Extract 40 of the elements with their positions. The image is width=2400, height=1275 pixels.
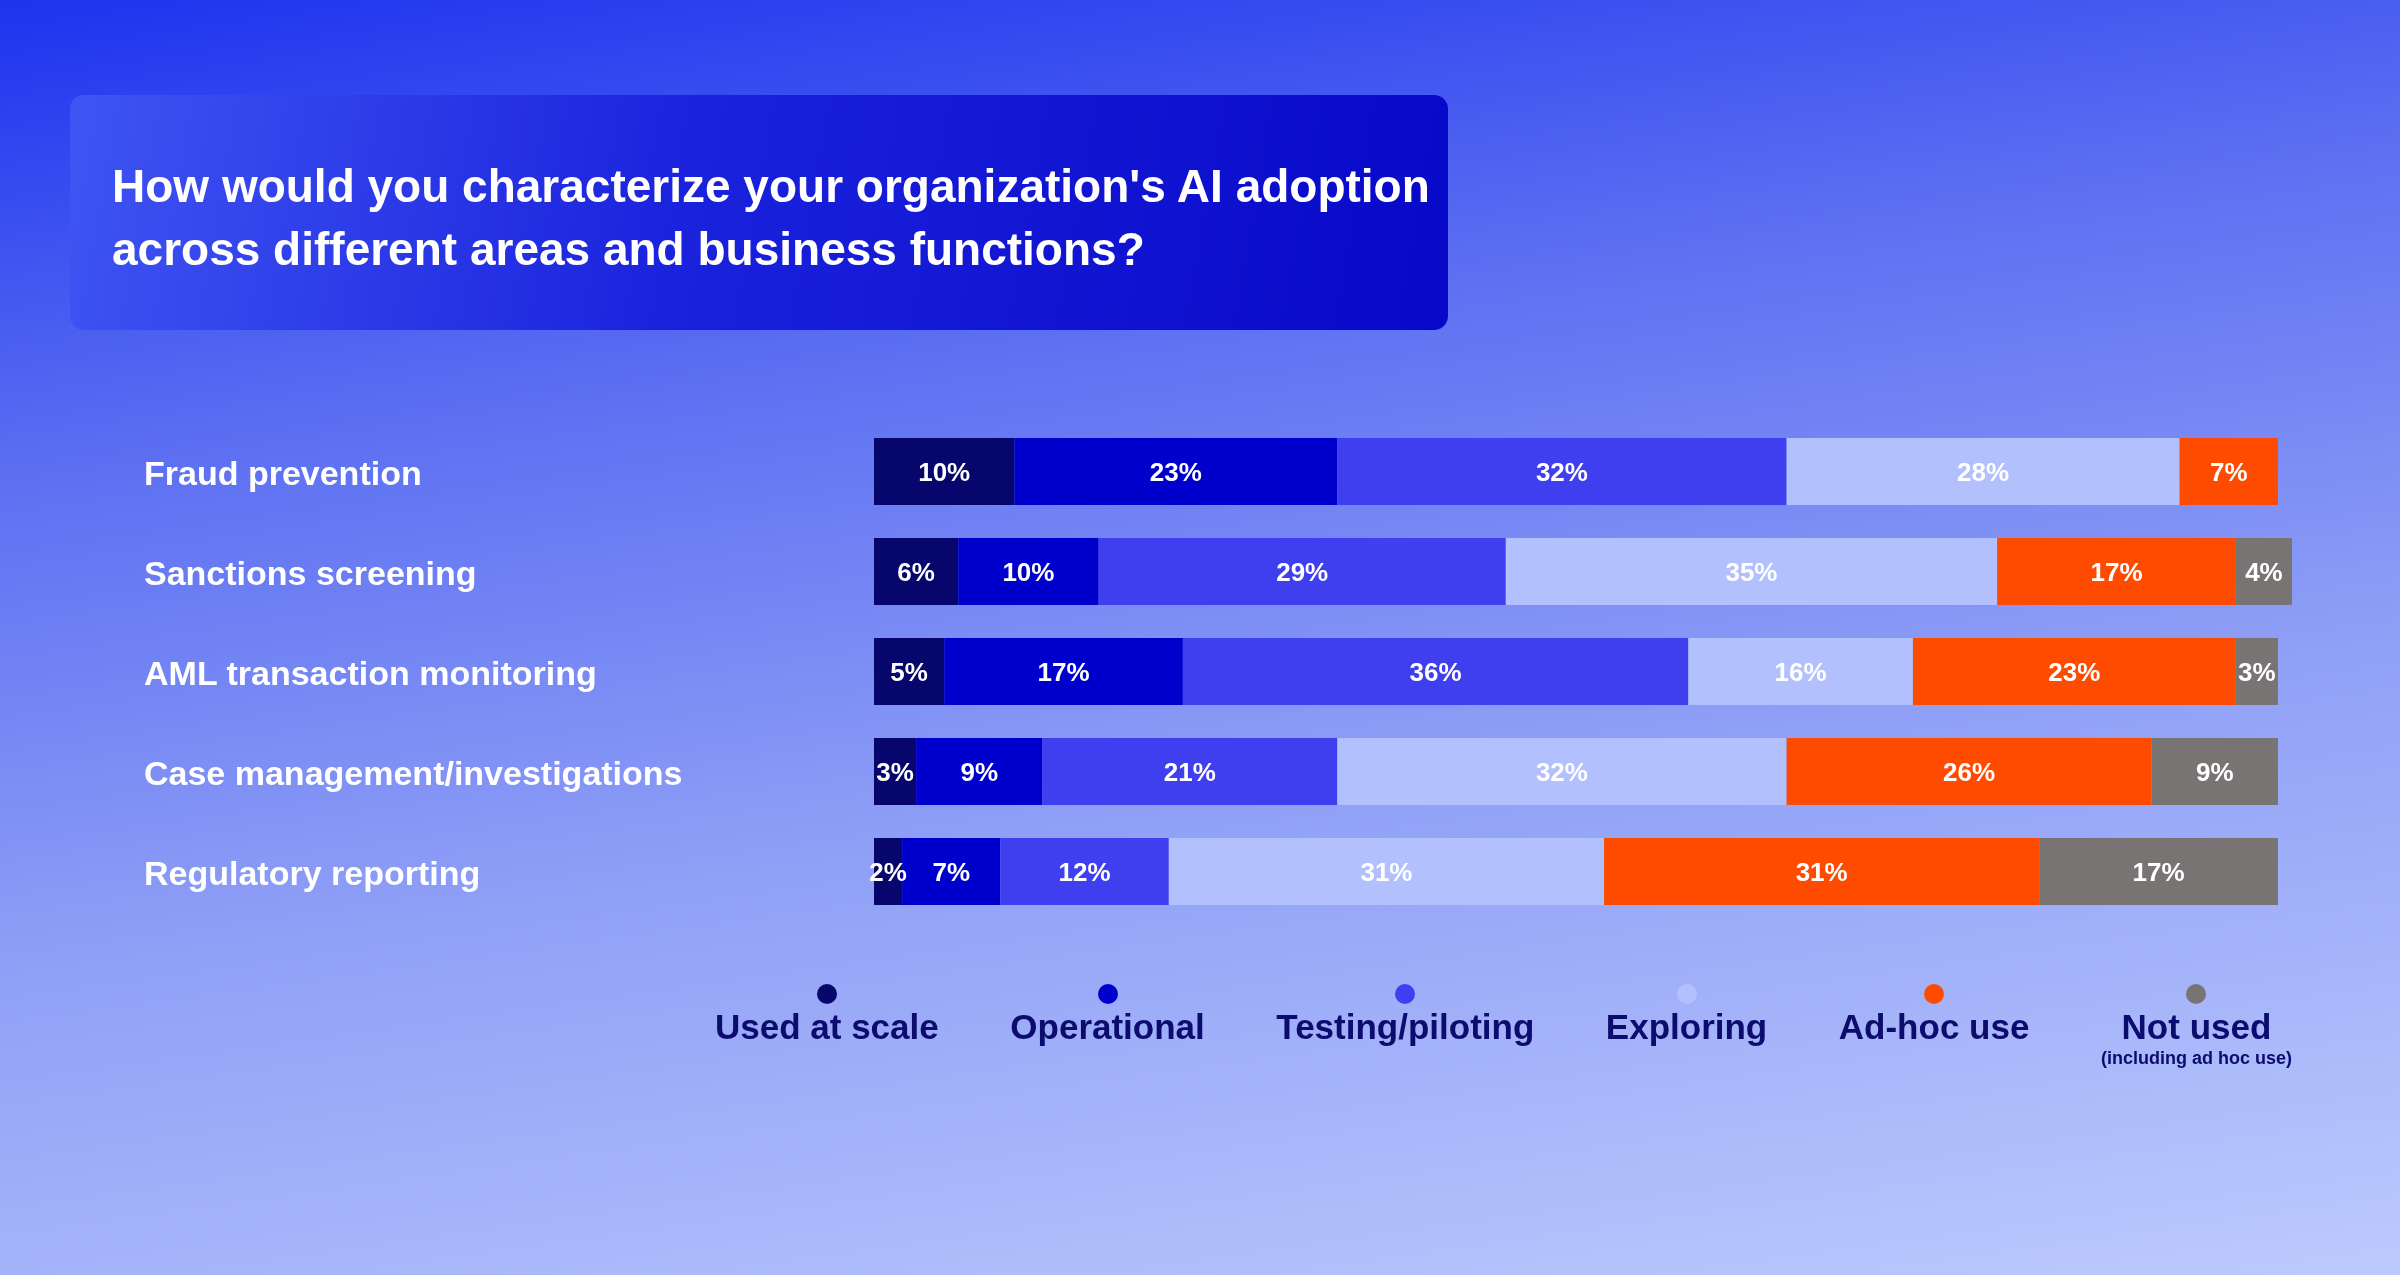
y-tick-label: Case management/investigations [144, 753, 683, 792]
data-label: 31% [1795, 856, 1848, 887]
data-label: 17% [1037, 656, 1090, 687]
data-label: 10% [1002, 556, 1055, 587]
legend-label: Testing/piloting [1276, 1007, 1535, 1047]
y-tick-label: AML transaction monitoring [144, 653, 597, 692]
data-label: 5% [890, 656, 928, 687]
data-label: 36% [1409, 656, 1462, 687]
data-label: 23% [1149, 456, 1202, 487]
data-label: 3% [876, 756, 914, 787]
data-label: 35% [1725, 556, 1778, 587]
y-tick-label: Regulatory reporting [144, 853, 481, 892]
y-tick-label: Sanctions screening [144, 553, 477, 592]
data-label: 9% [960, 756, 999, 787]
data-label: 9% [2195, 756, 2234, 787]
legend-label: Not used (including ad hoc use) [2100, 1007, 2292, 1069]
data-label: 12% [1058, 856, 1111, 887]
data-label: 32% [1535, 456, 1588, 487]
data-label: 17% [2090, 556, 2143, 587]
legend-label: Used at scale [715, 1007, 939, 1047]
data-label: 16% [1774, 656, 1827, 687]
data-label: 28% [1957, 456, 2010, 487]
legend-label: Ad-hoc use [1838, 1007, 2030, 1047]
legend-label: Operational [1010, 1007, 1205, 1047]
data-label: 31% [1360, 856, 1413, 887]
data-label: 3% [2238, 656, 2276, 687]
data-label: 17% [2132, 856, 2185, 887]
y-tick-label: Fraud prevention [144, 453, 422, 492]
data-label: 32% [1535, 756, 1588, 787]
data-label: 10% [918, 456, 971, 487]
data-label: 23% [2048, 656, 2101, 687]
data-label: 29% [1276, 556, 1329, 587]
chart-title: How would you characterize your organization's AI adoption across different areas and business functions? [112, 159, 1431, 277]
data-label: 4% [2245, 556, 2283, 587]
data-label: 7% [932, 856, 971, 887]
data-label: 6% [897, 556, 935, 587]
data-label: 7% [2210, 456, 2248, 487]
data-label: 21% [1163, 756, 1216, 787]
data-label: 26% [1943, 756, 1996, 787]
legend-label: Exploring [1605, 1007, 1768, 1047]
